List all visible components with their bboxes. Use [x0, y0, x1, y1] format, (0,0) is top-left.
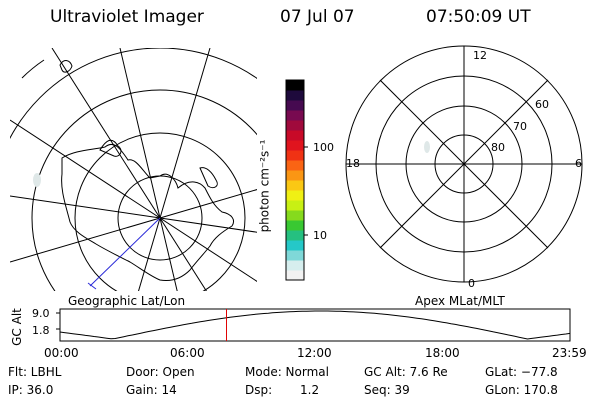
- colorbar-cell: [286, 200, 304, 211]
- coastline: [99, 139, 122, 157]
- geographic-label: Geographic Lat/Lon: [68, 294, 186, 308]
- colorbar-cell: [286, 240, 304, 251]
- colorbar-cell: [286, 170, 304, 181]
- altitude-curve: [59, 310, 571, 340]
- colorbar-cell: [286, 90, 304, 101]
- status-door: Door: Open: [126, 365, 195, 379]
- time-tick: 06:00: [170, 346, 205, 360]
- lat-circle: [31, 89, 257, 291]
- colorbar-cell: [286, 250, 304, 261]
- mlat-label: 80: [491, 141, 505, 154]
- status-dsp-value: 1.2: [300, 383, 320, 397]
- colorbar-cell: [286, 130, 304, 141]
- terminator-line: [87, 282, 97, 290]
- colorbar-cell: [286, 230, 304, 241]
- time-tick: 12:00: [297, 346, 332, 360]
- time-tick: 23:59: [552, 346, 587, 360]
- terminator-line: [89, 217, 161, 287]
- altitude-ylabel: GC Alt: [9, 308, 24, 346]
- colorbar-cell: [286, 80, 304, 91]
- colorbar-cell: [286, 100, 304, 111]
- colorbar-cell: [286, 270, 304, 281]
- time-tick: 18:00: [425, 346, 460, 360]
- coastline: [61, 143, 235, 281]
- mlat-label: 70: [513, 120, 527, 133]
- colorbar-cell: [286, 140, 304, 151]
- colorbar-cell: [286, 160, 304, 171]
- lat-circle: [74, 132, 246, 291]
- colorbar-cell: [286, 180, 304, 191]
- status-gain: Gain: 14: [126, 383, 177, 397]
- mlt-line: [379, 79, 549, 249]
- coastline: [199, 167, 218, 189]
- colorbar-cell: [286, 260, 304, 271]
- status-glon: GLon: 170.8: [485, 383, 558, 397]
- status-gc-alt: GC Alt: 7.6 Re: [364, 365, 448, 379]
- coastline: [21, 59, 45, 79]
- status-glat: GLat: −77.8: [485, 365, 558, 379]
- status-mode: Mode: Normal: [245, 365, 329, 379]
- status-dsp-label: Dsp:: [245, 383, 273, 397]
- colorbar-tick-label: 10: [313, 229, 327, 242]
- time-tick: 00:00: [44, 346, 79, 360]
- colorbar-cell: [286, 220, 304, 231]
- time-label: 07:50:09 UT: [426, 7, 531, 27]
- colorbar-cell: [286, 190, 304, 201]
- aurora-spot: [424, 141, 430, 153]
- colorbar-tick-label: 100: [313, 141, 334, 154]
- mlt-label-left: 18: [346, 157, 360, 170]
- colorbar-cell: [286, 110, 304, 121]
- altitude-ytick: 9.0: [32, 307, 50, 320]
- status-ip: IP: 36.0: [8, 383, 54, 397]
- coastline: [59, 60, 73, 73]
- apex-label: Apex MLat/MLT: [415, 294, 505, 308]
- mlt-label-right: 6: [575, 157, 582, 170]
- colorbar-cell: [286, 210, 304, 221]
- mlt-label-top: 12: [473, 49, 487, 62]
- colorbar-cell: [286, 120, 304, 131]
- status-seq: Seq: 39: [364, 383, 410, 397]
- status-filter: Flt: LBHL: [8, 365, 62, 379]
- mlt-label-bottom: 0: [468, 277, 475, 290]
- aurora-spot: [33, 173, 41, 187]
- mlat-label: 60: [535, 98, 549, 111]
- colorbar-cell: [286, 150, 304, 161]
- instrument-title: Ultraviolet Imager: [50, 7, 204, 27]
- date-label: 07 Jul 07: [280, 7, 355, 27]
- altitude-ytick: 1.8: [32, 324, 50, 337]
